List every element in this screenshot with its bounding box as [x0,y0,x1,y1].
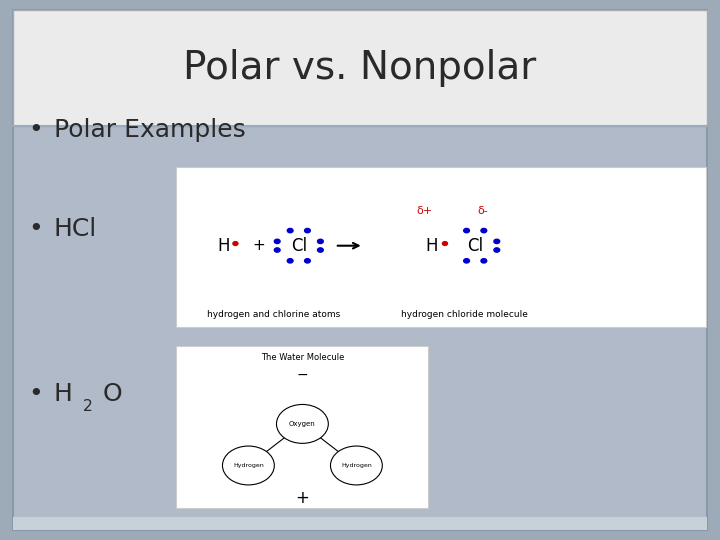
Circle shape [222,446,274,485]
Circle shape [494,248,500,252]
FancyBboxPatch shape [13,10,707,126]
Circle shape [287,228,293,233]
Text: H: H [217,237,230,255]
Text: •: • [29,382,43,406]
Text: Polar vs. Nonpolar: Polar vs. Nonpolar [184,49,536,87]
FancyBboxPatch shape [176,346,428,508]
Text: H: H [54,382,73,406]
Circle shape [305,228,310,233]
Text: hydrogen and chlorine atoms: hydrogen and chlorine atoms [207,310,341,319]
Circle shape [274,248,280,252]
Text: The Water Molecule: The Water Molecule [261,353,344,362]
Text: Oxygen: Oxygen [289,421,316,427]
Text: Hydrogen: Hydrogen [341,463,372,468]
Text: hydrogen chloride molecule: hydrogen chloride molecule [401,310,528,319]
Text: Cl: Cl [467,237,483,255]
Circle shape [330,446,382,485]
Circle shape [318,239,323,244]
Text: Hydrogen: Hydrogen [233,463,264,468]
Circle shape [481,259,487,263]
Text: Cl: Cl [291,237,307,255]
Circle shape [464,228,469,233]
Text: Polar Examples: Polar Examples [54,118,246,141]
FancyBboxPatch shape [13,10,707,530]
Text: HCl: HCl [54,218,97,241]
Text: +: + [295,489,310,507]
Circle shape [233,241,238,245]
FancyBboxPatch shape [176,167,706,327]
Circle shape [442,241,448,245]
Circle shape [305,259,310,263]
Circle shape [464,259,469,263]
Text: δ+: δ+ [417,206,433,215]
Text: •: • [29,118,43,141]
Circle shape [318,248,323,252]
Text: +: + [253,238,266,253]
Circle shape [287,259,293,263]
Text: •: • [29,218,43,241]
Text: δ-: δ- [477,206,487,215]
Text: 2: 2 [83,399,93,414]
Circle shape [276,404,328,443]
Circle shape [274,239,280,244]
FancyBboxPatch shape [13,517,707,530]
Text: −: − [297,368,308,382]
Circle shape [494,239,500,244]
Text: H: H [426,237,438,255]
Text: O: O [103,382,122,406]
Circle shape [481,228,487,233]
